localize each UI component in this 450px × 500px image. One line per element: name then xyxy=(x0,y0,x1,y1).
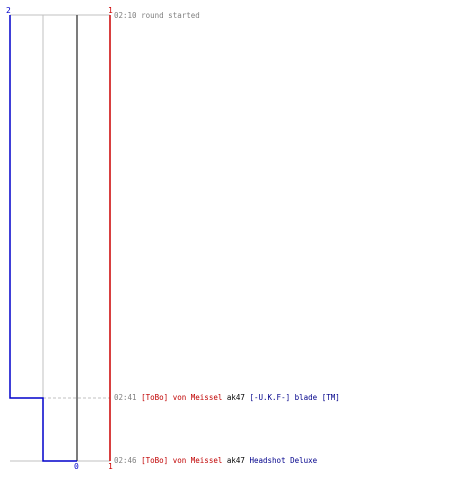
event-round-start: 02:10 round started xyxy=(114,11,200,21)
red-score-bottom: 1 xyxy=(108,462,113,471)
victim-name: [-U.K.F-] blade [TM] xyxy=(249,393,340,402)
attacker-name: [ToBo] von Meissel xyxy=(141,393,223,402)
attacker-name: [ToBo] von Meissel xyxy=(141,456,223,465)
event-time: 02:46 xyxy=(114,456,137,465)
blue-score-top: 2 xyxy=(6,6,11,15)
red-score-top: 1 xyxy=(108,6,113,15)
event-kill-1: 02:41 [ToBo] von Meissel ak47 [-U.K.F-] … xyxy=(114,393,340,403)
weapon-name: ak47 xyxy=(226,456,245,465)
event-time: 02:10 xyxy=(114,11,137,20)
center-score-bottom: 0 xyxy=(74,462,79,471)
victim-name: Headshot Deluxe xyxy=(249,456,318,465)
weapon-name: ak47 xyxy=(226,393,245,402)
blue-team-line xyxy=(9,15,77,462)
event-time: 02:41 xyxy=(114,393,137,402)
event-message: round started xyxy=(141,11,200,20)
event-kill-2: 02:46 [ToBo] von Meissel ak47 Headshot D… xyxy=(114,456,317,466)
